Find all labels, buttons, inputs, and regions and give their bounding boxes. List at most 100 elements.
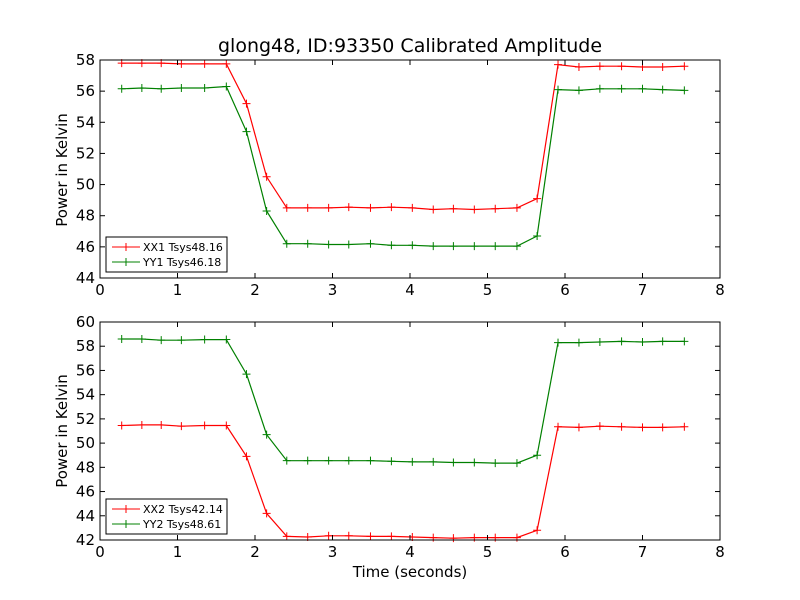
legend-marker-series-1 <box>122 505 130 513</box>
data-point-marker <box>408 203 417 212</box>
legend-box <box>105 236 228 273</box>
data-point-marker <box>595 422 604 431</box>
data-point-marker <box>387 241 396 250</box>
data-point-marker <box>595 337 604 346</box>
data-point-marker <box>429 457 438 466</box>
x-tick-label: 1 <box>173 281 183 299</box>
data-point-marker <box>303 203 312 212</box>
data-point-marker <box>658 85 667 94</box>
data-point-marker <box>512 459 521 468</box>
legend-label-series-2: YY1 Tsys46.18 <box>142 256 221 269</box>
y-axis-label: Power in Kelvin <box>53 113 71 227</box>
data-point-marker <box>658 63 667 72</box>
data-point-marker <box>554 85 563 94</box>
axes-frame <box>99 321 721 541</box>
y-tick-label: 56 <box>76 82 95 100</box>
x-tick-label: 1 <box>173 543 183 561</box>
x-tick-label: 4 <box>405 543 415 561</box>
x-tick-label: 8 <box>715 281 725 299</box>
data-point-marker <box>200 421 209 430</box>
legend: XX2 Tsys42.14 YY2 Tsys48.61 <box>105 498 228 535</box>
data-point-marker <box>177 336 186 345</box>
data-point-marker <box>262 172 271 181</box>
data-point-marker <box>491 204 500 213</box>
data-point-marker <box>617 337 626 346</box>
data-point-marker <box>242 127 251 136</box>
data-point-marker <box>554 338 563 347</box>
data-point-marker <box>366 203 375 212</box>
data-point-marker <box>638 84 647 93</box>
data-point-marker <box>449 458 458 467</box>
y-tick-label: 46 <box>76 483 95 501</box>
plot-area <box>117 334 689 543</box>
x-tick-label: 2 <box>250 281 260 299</box>
data-point-marker <box>408 241 417 250</box>
axes-frame <box>99 59 721 279</box>
data-point-marker <box>117 421 126 430</box>
series-line-2 <box>121 85 685 247</box>
x-tick-label: 0 <box>95 543 105 561</box>
data-point-marker <box>470 205 479 214</box>
x-axis-label: Time (seconds) <box>352 563 468 581</box>
data-point-marker <box>242 99 251 108</box>
data-point-marker <box>533 451 542 460</box>
y-tick-label: 42 <box>76 531 95 549</box>
y-tick-label: 58 <box>76 337 95 355</box>
y-tick-label: 50 <box>76 176 95 194</box>
data-point-marker <box>470 242 479 251</box>
data-point-marker <box>574 63 583 72</box>
subplot-top: glong48, ID:93350 Calibrated Amplitude P… <box>53 35 725 299</box>
legend-label-series-2: YY2 Tsys48.61 <box>142 518 221 531</box>
series-line-1 <box>121 424 685 539</box>
data-point-marker <box>262 430 271 439</box>
data-point-marker <box>324 531 333 540</box>
data-point-marker <box>366 532 375 541</box>
data-point-marker <box>574 338 583 347</box>
data-point-marker <box>344 203 353 212</box>
x-tick-label: 3 <box>328 281 338 299</box>
data-point-marker <box>324 240 333 249</box>
y-tick-label: 50 <box>76 434 95 452</box>
data-point-marker <box>449 204 458 213</box>
data-point-marker <box>638 423 647 432</box>
data-point-marker <box>638 337 647 346</box>
data-point-marker <box>262 509 271 518</box>
y-tick-label: 58 <box>76 51 95 69</box>
data-point-marker <box>344 240 353 249</box>
y-tick-label: 44 <box>76 507 95 525</box>
x-tick-label: 0 <box>95 281 105 299</box>
data-point-marker <box>177 59 186 68</box>
data-point-marker <box>222 421 231 430</box>
y-tick-label: 52 <box>76 410 95 428</box>
data-point-marker <box>574 423 583 432</box>
data-point-marker <box>324 203 333 212</box>
chart-title: glong48, ID:93350 Calibrated Amplitude <box>218 35 602 57</box>
data-point-marker <box>574 86 583 95</box>
x-tick-label: 2 <box>250 543 260 561</box>
data-point-marker <box>680 62 689 71</box>
y-tick-label: 52 <box>76 144 95 162</box>
data-point-marker <box>177 422 186 431</box>
data-point-marker <box>533 194 542 203</box>
y-tick-label: 56 <box>76 361 95 379</box>
data-point-marker <box>242 452 251 461</box>
data-point-marker <box>137 334 146 343</box>
data-point-marker <box>387 203 396 212</box>
data-point-marker <box>554 60 563 69</box>
x-tick-label: 7 <box>638 281 648 299</box>
legend: XX1 Tsys48.16 YY1 Tsys46.18 <box>105 236 228 273</box>
x-tick-label: 8 <box>715 543 725 561</box>
data-point-marker <box>491 242 500 251</box>
data-point-marker <box>680 422 689 431</box>
data-point-marker <box>262 207 271 216</box>
y-tick-label: 54 <box>76 386 95 404</box>
y-tick-label: 46 <box>76 238 95 256</box>
y-tick-label: 44 <box>76 269 95 287</box>
data-point-marker <box>512 242 521 251</box>
x-tick-label: 6 <box>560 281 570 299</box>
x-tick-label: 5 <box>483 281 493 299</box>
